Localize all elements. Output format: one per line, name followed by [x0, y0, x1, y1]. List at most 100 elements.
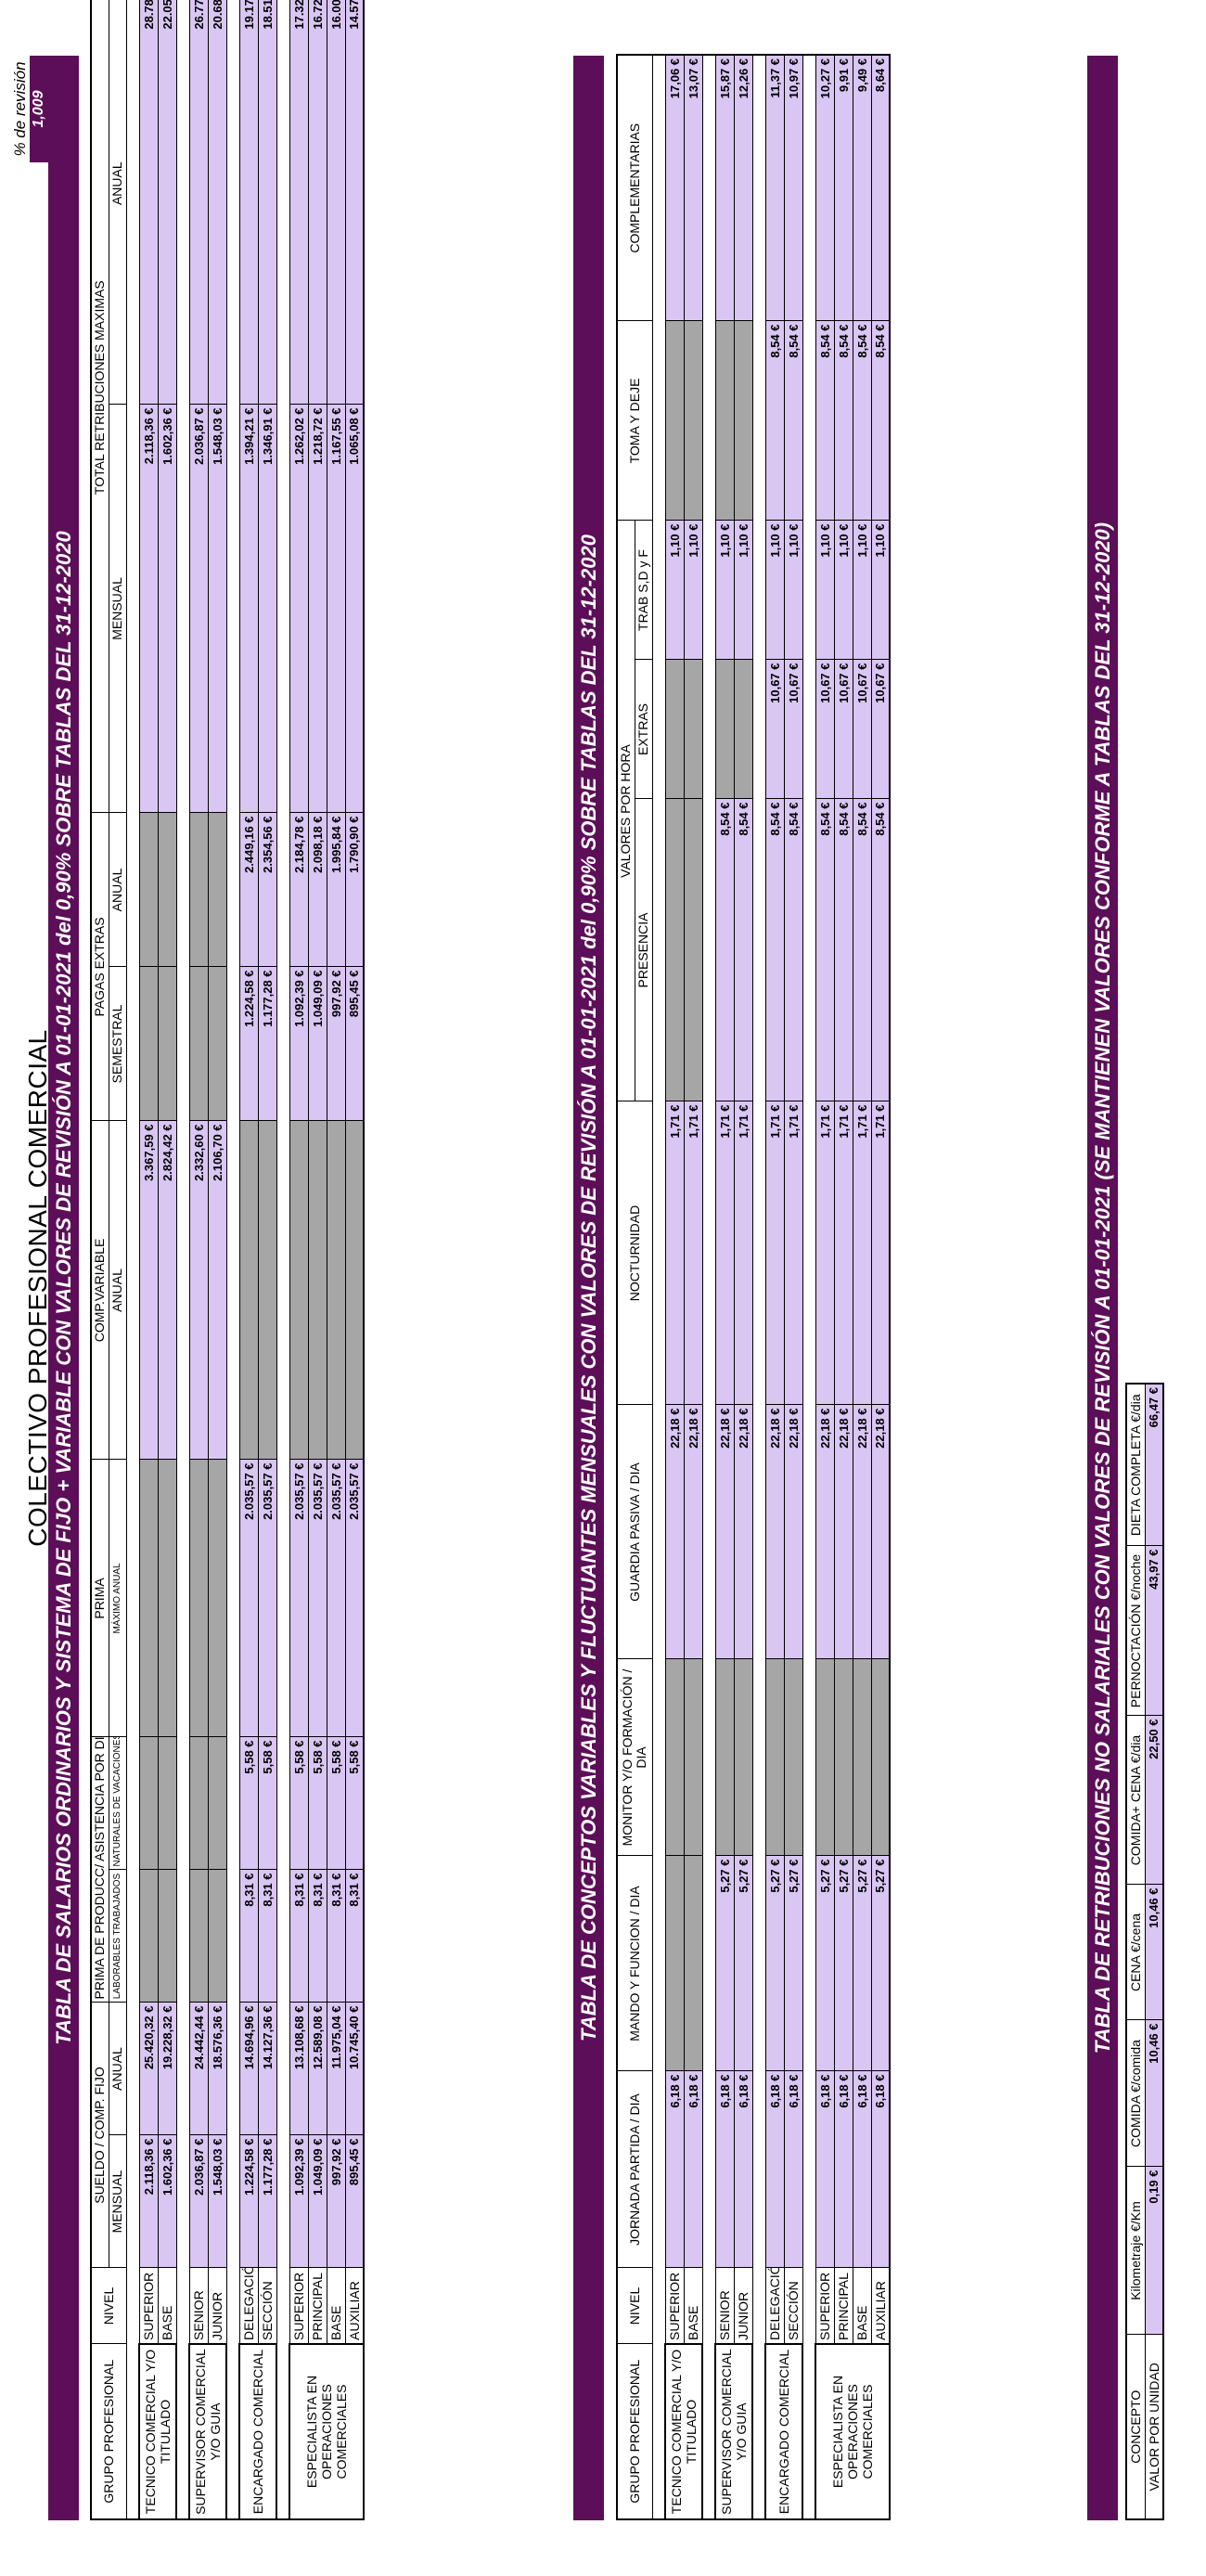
value-cell: 5,27 € — [784, 1856, 802, 2071]
header-total-anual: ANUAL — [109, 0, 126, 405]
group-spacer — [226, 0, 239, 2519]
table-row: SECCIÓN 1.177,28 €14.127,36 €8,31 €5,58 €… — [258, 0, 276, 2519]
level-cell: BASE — [158, 2268, 176, 2344]
header-comp-variable: COMP.VARIABLE — [91, 1120, 109, 1460]
value-cell: 6,18 € — [665, 2071, 684, 2268]
value-cell: 1.049,09 € — [308, 2135, 327, 2268]
value-cell — [853, 1659, 871, 1856]
value-cell: 8,54 € — [871, 320, 890, 521]
header-trab-sdf: TRAB S,D y F — [635, 520, 652, 660]
header-total-mensual: MENSUAL — [109, 404, 126, 813]
value-cell: 6,18 € — [784, 2071, 802, 2268]
table-row: AUXILIAR 6,18 €5,27 €22,18 €1,71 €8,54 €1… — [871, 54, 890, 2519]
value-cell: 10,46 € — [1145, 2020, 1163, 2167]
value-cell: 16.006,45 € — [327, 0, 345, 405]
value-cell: 10,67 € — [765, 660, 784, 799]
value-cell: 5,27 € — [734, 1856, 752, 2071]
level-cell: SUPERIOR — [665, 2268, 684, 2344]
value-cell — [139, 1869, 158, 2003]
value-cell: 2.824,42 € — [158, 1120, 176, 1460]
value-cell — [345, 1120, 364, 1460]
table-row: ESPECIALISTA EN OPERACIONES COMERCIALES S… — [289, 0, 364, 2519]
value-cell: 1,10 € — [834, 520, 853, 660]
value-cell: 8,54 € — [765, 320, 784, 521]
value-cell: 8,31 € — [327, 1869, 345, 2003]
header-total-retribuciones: TOTAL RETRIBUCIONES MAXIMAS — [91, 0, 109, 813]
value-cell: 25.420,32 € — [139, 2002, 158, 2135]
value-cell: 1.602,36 € — [158, 2135, 176, 2268]
table-row: AUXILIAR 895,45 €10.745,40 €8,31 €5,58 €2… — [345, 0, 364, 2519]
level-cell: SENIOR — [715, 2268, 734, 2344]
value-cell: 5,27 € — [815, 1856, 834, 2071]
group-spacer — [276, 0, 289, 2519]
value-cell: 10,67 € — [815, 660, 834, 799]
header-semestral: SEMESTRAL — [109, 966, 126, 1121]
level-cell: BASE — [853, 2268, 871, 2344]
value-cell: 8,54 € — [853, 799, 871, 1101]
level-cell: SUPERIOR — [289, 2268, 308, 2344]
level-cell: JUNIOR — [734, 2268, 752, 2344]
group-name: TECNICO COMERCIAL Y/O TITULADO — [139, 2344, 176, 2519]
table-row: ESPECIALISTA EN OPERACIONES COMERCIALES S… — [815, 54, 890, 2519]
header-laborables: LABORABLES TRABAJADOS — [109, 1869, 126, 2003]
value-cell: 20.683,06 € — [208, 0, 226, 405]
value-cell: 22,18 € — [665, 1405, 684, 1659]
value-cell — [208, 1459, 226, 1737]
value-cell: 1,71 € — [734, 1101, 752, 1405]
row-label: VALOR POR UNIDAD — [1145, 2335, 1163, 2519]
header-valores-hora: VALORES POR HORA — [617, 520, 635, 1101]
level-cell: SECCIÓN — [784, 2268, 802, 2344]
table-row: BASE 1.602,36 €19.228,32 €2.824,42 €1.602… — [158, 0, 176, 2519]
value-cell: 1,71 € — [684, 1101, 702, 1405]
group-name: ESPECIALISTA EN OPERACIONES COMERCIALES — [815, 2344, 890, 2519]
value-cell: 1.218,72 € — [308, 404, 327, 813]
value-cell: 895,45 € — [345, 2135, 364, 2268]
value-cell: 17,06 € — [665, 54, 684, 321]
header-prima-produccion: PRIMA DE PRODUCC/ ASISTENCIA POR DIA — [91, 1736, 109, 2003]
value-cell: 5,27 € — [765, 1856, 784, 2071]
header-prima: PRIMA — [91, 1459, 109, 1737]
value-cell: 14.694,96 € — [239, 2002, 258, 2135]
level-cell: SENIOR — [189, 2268, 208, 2344]
value-cell — [684, 320, 702, 521]
header-anual: ANUAL — [109, 2002, 126, 2135]
value-cell — [289, 1120, 308, 1460]
value-cell — [139, 1459, 158, 1737]
value-cell: 10,67 € — [834, 660, 853, 799]
value-cell: 10,46 € — [1145, 1885, 1163, 2020]
value-cell: 0,19 € — [1145, 2167, 1163, 2335]
revision-label: % de revisión — [11, 56, 30, 162]
value-cell — [715, 1659, 734, 1856]
group-name: SUPERVISOR COMERCIAL Y/O GUIA — [715, 2344, 752, 2519]
value-cell — [158, 812, 176, 967]
value-cell: 1.177,28 € — [258, 2135, 276, 2268]
header-guardia-pasiva: GUARDIA PASIVA / DIA — [617, 1405, 652, 1659]
value-cell: 14.127,36 € — [258, 2002, 276, 2135]
value-cell: 19.228,32 € — [158, 2002, 176, 2135]
value-cell — [684, 799, 702, 1101]
value-cell: 6,18 € — [853, 2071, 871, 2268]
value-cell: 1,10 € — [871, 520, 890, 660]
value-cell: 2.098,18 € — [308, 812, 327, 967]
value-cell: 1,10 € — [684, 520, 702, 660]
value-cell: 8,54 € — [715, 799, 734, 1101]
value-cell: 8,54 € — [834, 320, 853, 521]
value-cell: 1.177,28 € — [258, 966, 276, 1121]
value-cell — [258, 1120, 276, 1460]
table-row: ENCARGADO COMERCIAL DELEGACIÓN 1.224,58 €1… — [239, 0, 276, 2519]
value-cell: 8,54 € — [815, 320, 834, 521]
group-name: TECNICO COMERCIAL Y/O TITULADO — [665, 2344, 702, 2519]
level-cell: PRINCIPAL — [308, 2268, 327, 2344]
value-cell: 22,18 € — [871, 1405, 890, 1659]
value-cell — [871, 1659, 890, 1856]
value-cell: 1,10 € — [715, 520, 734, 660]
value-cell: 5,58 € — [327, 1736, 345, 1870]
value-cell: 2.035,57 € — [289, 1459, 308, 1737]
group-name: SUPERVISOR COMERCIAL Y/O GUIA — [189, 2344, 226, 2519]
value-cell: 8,54 € — [784, 320, 802, 521]
value-cell: 11,37 € — [765, 54, 784, 321]
value-cell: 17.329,03 € — [289, 0, 308, 405]
group-spacer — [176, 0, 189, 2519]
value-cell: 18.576,36 € — [208, 2002, 226, 2135]
value-cell — [665, 1856, 684, 2071]
